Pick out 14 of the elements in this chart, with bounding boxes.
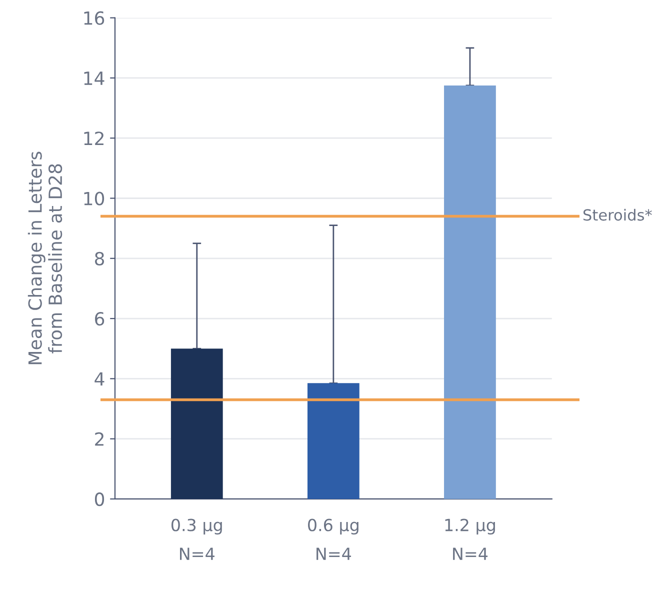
x-tick-label: 1.2 µg N=4 — [445, 518, 495, 560]
x-tick-label: 0.6 µg N=4 — [308, 518, 358, 560]
y-tick-label: 6 — [95, 312, 104, 326]
y-tick-label: 16 — [84, 11, 104, 25]
y-tick-label: 0 — [94, 492, 104, 506]
y-tick-label: 2 — [95, 432, 104, 446]
y-tick-label: 10 — [84, 192, 104, 206]
x-tick-label: 0.3 µg N=4 — [172, 518, 222, 560]
y-tick-label: 14 — [84, 72, 104, 85]
y-tick-label: 12 — [84, 132, 104, 145]
ref-line-label: Steroids* — [583, 208, 652, 221]
y-tick-label: 4 — [94, 372, 104, 386]
y-axis-title: Mean Change in Letters from Baseline at D28 — [28, 152, 62, 364]
y-tick-label: 8 — [94, 252, 104, 266]
